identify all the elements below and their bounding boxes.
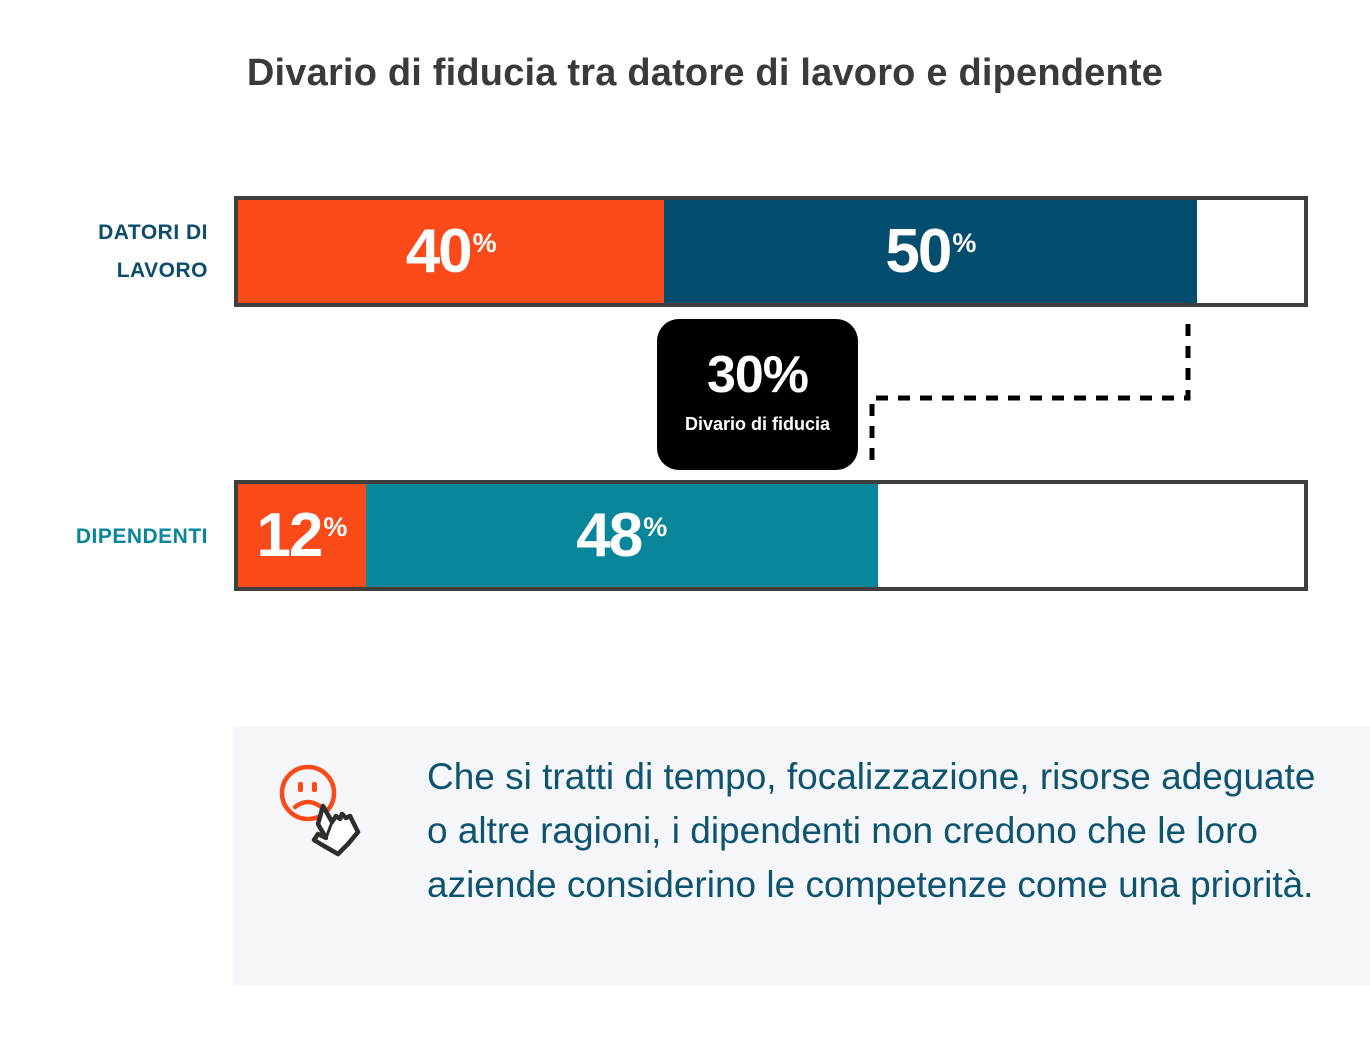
bar-segment-1-0 [238, 484, 366, 587]
trust-gap-badge: 30% Divario di fiducia [657, 319, 858, 470]
row-label-employees: DIPENDENTI [76, 518, 208, 556]
bar-segment-0-0 [238, 200, 665, 303]
bar-employees: 12% 48% [234, 480, 1308, 591]
insight-note: Che si tratti di tempo, focalizzazione, … [234, 726, 1370, 985]
row-label-line: DIPENDENTI [75, 525, 208, 548]
row-label-line: LAVORO [116, 259, 208, 282]
bar-segment-0-1 [664, 200, 1198, 303]
chart-title: Divario di fiducia tra datore di lavoro … [246, 52, 1164, 94]
trust-gap-label: Divario di fiducia [684, 414, 831, 434]
trust-gap-value: 30% [706, 346, 809, 404]
gap-connector-line [869, 324, 1191, 468]
insight-text: Che si tratti di tempo, focalizzazione, … [427, 756, 1316, 905]
sad-face-pointing-hand-icon [274, 762, 374, 867]
bar-segment-1-1 [365, 484, 878, 587]
row-label-line: DATORI DI [98, 221, 208, 244]
row-label-employers: DATORI DI LAVORO [98, 214, 208, 290]
